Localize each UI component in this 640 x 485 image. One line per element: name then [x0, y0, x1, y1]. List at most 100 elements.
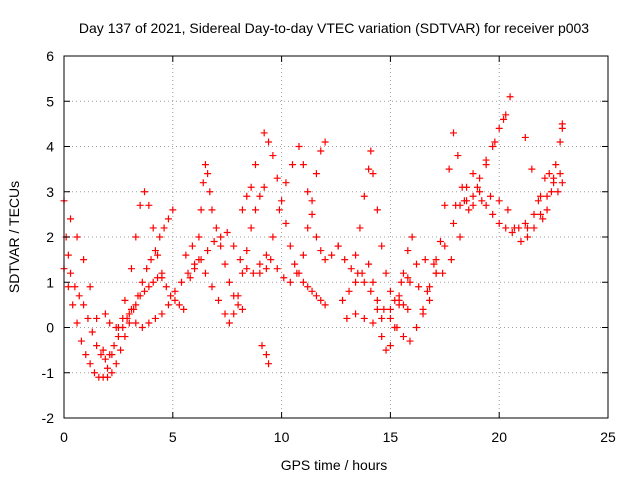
data-point-marker [421, 256, 429, 264]
data-point-marker [458, 183, 466, 191]
data-point-marker [378, 314, 386, 322]
data-point-marker [127, 305, 135, 313]
data-point-marker [265, 138, 273, 146]
data-point-marker [304, 188, 312, 196]
data-point-marker [256, 192, 264, 200]
data-point-marker [558, 120, 566, 128]
data-point-marker [117, 346, 125, 354]
data-point-marker [269, 233, 277, 241]
series-track-15 [397, 170, 529, 295]
data-point-marker [221, 310, 229, 318]
series-track-7 [238, 161, 273, 368]
data-point-marker [373, 206, 381, 214]
data-point-marker [489, 210, 497, 218]
data-point-marker [188, 242, 196, 250]
data-point-marker [256, 269, 264, 277]
data-point-marker [80, 256, 88, 264]
data-point-marker [523, 224, 531, 232]
data-point-marker [101, 310, 109, 318]
data-point-marker [210, 238, 218, 246]
data-point-marker [225, 319, 233, 327]
data-point-marker [554, 188, 562, 196]
data-point-marker [321, 301, 329, 309]
data-point-marker [67, 269, 75, 277]
data-point-marker [295, 143, 303, 150]
data-point-marker [502, 224, 510, 232]
data-point-marker [345, 287, 353, 295]
data-point-marker [339, 296, 347, 304]
data-point-marker [171, 296, 179, 304]
data-point-marker [208, 283, 216, 291]
data-point-marker [104, 373, 112, 381]
data-point-marker [88, 328, 96, 336]
y-tick-label: 0 [46, 320, 54, 336]
data-point-marker [93, 342, 101, 350]
data-point-marker [423, 287, 431, 295]
y-tick-label: 1 [46, 274, 54, 290]
data-point-marker [197, 206, 205, 214]
data-point-marker [201, 269, 209, 277]
series-track-10 [267, 138, 329, 286]
data-point-marker [288, 161, 296, 169]
data-point-marker [238, 206, 246, 214]
data-point-marker [158, 269, 166, 277]
series-track-6 [182, 183, 268, 327]
series-track-12 [339, 233, 416, 354]
data-point-marker [195, 233, 203, 241]
data-point-marker [506, 93, 514, 101]
data-point-marker [73, 233, 81, 241]
data-point-marker [356, 224, 364, 232]
data-point-marker [291, 260, 299, 268]
series-track-4 [101, 228, 270, 331]
data-point-marker [334, 242, 342, 250]
data-point-marker [136, 201, 144, 209]
data-point-marker [530, 224, 538, 232]
data-point-marker [413, 324, 421, 331]
data-point-marker [267, 256, 275, 264]
data-point-marker [556, 138, 564, 146]
data-point-marker [478, 197, 486, 205]
data-point-marker [352, 310, 360, 318]
data-point-marker [539, 215, 547, 223]
data-point-marker [543, 206, 551, 214]
data-point-marker [262, 351, 270, 359]
data-point-marker [486, 192, 494, 200]
data-point-marker [517, 238, 525, 246]
data-point-marker [106, 351, 114, 359]
data-point-marker [278, 197, 286, 205]
data-point-marker [282, 219, 290, 227]
y-tick-label: -2 [42, 410, 55, 426]
data-point-marker [360, 192, 368, 200]
y-tick-label: 6 [46, 48, 54, 64]
data-point-marker [491, 138, 499, 146]
data-point-marker [537, 192, 545, 200]
data-point-marker [275, 206, 283, 214]
data-point-marker [399, 333, 407, 341]
data-point-marker [489, 143, 497, 150]
data-point-marker [312, 170, 320, 178]
data-point-marker [436, 238, 444, 246]
y-tick-label: 5 [46, 93, 54, 109]
data-point-marker [382, 346, 390, 354]
data-point-marker [482, 156, 490, 164]
data-point-marker [251, 161, 259, 169]
data-point-marker [234, 301, 242, 309]
data-point-marker [84, 314, 92, 322]
data-point-marker [99, 346, 107, 354]
data-point-marker [64, 251, 72, 259]
data-point-marker [537, 210, 545, 218]
data-point-marker [547, 188, 555, 196]
data-point-marker [521, 133, 529, 141]
data-point-marker [365, 165, 373, 173]
data-point-marker [101, 355, 109, 363]
series-track-3 [62, 233, 166, 363]
data-point-marker [121, 296, 129, 304]
series-track-9 [256, 143, 342, 268]
data-point-marker [399, 269, 407, 277]
data-point-marker [280, 274, 288, 282]
data-point-marker [162, 283, 170, 291]
data-point-marker [341, 256, 349, 264]
data-point-marker [221, 260, 229, 268]
data-point-marker [426, 296, 434, 304]
